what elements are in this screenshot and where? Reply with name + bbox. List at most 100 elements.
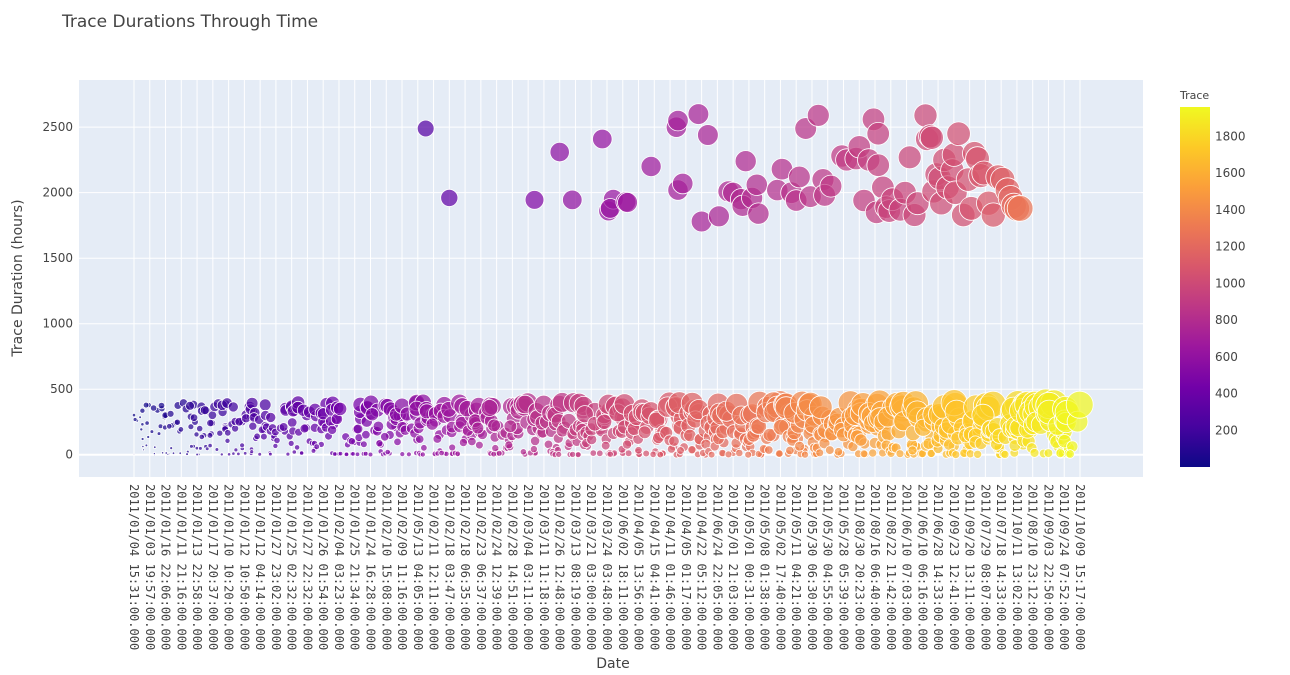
- data-point: [833, 447, 844, 457]
- data-point: [198, 446, 203, 451]
- data-point: [866, 153, 890, 177]
- data-point: [622, 439, 633, 450]
- x-tick-label: 2011/06/10 06:16:00.000: [915, 484, 929, 650]
- data-point: [617, 192, 638, 213]
- data-point: [592, 128, 613, 150]
- y-tick-label: 2500: [42, 120, 73, 134]
- x-tick-label: 2011/04/05 01:17:00.000: [679, 484, 693, 650]
- data-point: [177, 426, 185, 433]
- x-tick-label: 2011/01/16 22:06:00.000: [159, 484, 173, 650]
- data-point: [589, 449, 597, 457]
- data-point: [697, 124, 719, 146]
- y-axis-title: Trace Duration (hours): [10, 199, 26, 357]
- data-point: [293, 444, 301, 451]
- data-point: [149, 429, 155, 434]
- data-point: [362, 450, 369, 457]
- x-tick-label: 2011/07/18 14:33:00.000: [994, 484, 1008, 650]
- data-point: [146, 435, 151, 439]
- colorbar-tick-label: 1000: [1215, 276, 1246, 290]
- data-point: [198, 433, 205, 440]
- x-tick-label: 2011/04/11 01:46:00.000: [663, 484, 677, 650]
- data-point: [416, 119, 435, 138]
- data-point: [649, 450, 657, 458]
- x-tick-label: 2011/03/04 03:11:00.000: [521, 484, 535, 650]
- data-point: [637, 425, 652, 440]
- data-point: [206, 432, 214, 439]
- data-point: [248, 421, 258, 431]
- data-point: [801, 450, 810, 459]
- x-tick-label: 2011/01/17 20:37:00.000: [206, 484, 220, 650]
- data-point: [897, 145, 922, 170]
- data-point: [150, 404, 158, 412]
- data-point: [854, 433, 868, 447]
- y-tick-labels: 0 500 1000 1500 2000 2500: [42, 120, 73, 462]
- x-tick-label: 2011/02/24 12:39:00.000: [490, 484, 504, 650]
- x-tick-label: 2011/02/11 12:11:00.000: [427, 484, 441, 650]
- data-point: [808, 395, 833, 420]
- data-point: [164, 451, 168, 455]
- data-point: [360, 440, 368, 449]
- data-point: [224, 437, 231, 444]
- data-point: [140, 437, 145, 441]
- x-tick-label: 2011/09/20 13:11:00.000: [963, 484, 977, 650]
- x-tick-label: 2011/01/03 19:57:00.000: [143, 484, 157, 650]
- data-point: [187, 423, 195, 431]
- data-point: [405, 451, 412, 458]
- data-point: [785, 445, 795, 456]
- colorbar-tick-label: 200: [1215, 423, 1238, 437]
- data-point: [973, 449, 983, 459]
- data-point: [258, 398, 272, 412]
- data-point: [189, 413, 199, 422]
- x-tick-label: 2011/04/15 04:41:00.000: [647, 484, 661, 650]
- data-point: [467, 436, 477, 447]
- x-tick-label: 2011/05/01 00:31:00.000: [742, 484, 756, 650]
- x-tick-label: 2011/02/23 06:37:00.000: [474, 484, 488, 650]
- data-point: [219, 452, 224, 457]
- data-point: [298, 450, 305, 456]
- data-point: [291, 449, 297, 455]
- data-point: [775, 449, 784, 458]
- data-point: [236, 451, 241, 457]
- data-point: [142, 448, 146, 452]
- colorbar-tick-label: 1800: [1215, 129, 1246, 143]
- data-point: [907, 445, 918, 456]
- data-point: [224, 429, 232, 437]
- data-point: [260, 432, 268, 441]
- x-tick-label: 2011/01/12 10:50:00.000: [237, 484, 251, 650]
- data-point: [375, 439, 384, 448]
- x-tick-label: 2011/09/03 22:50:00.000: [1041, 484, 1055, 650]
- x-tick-label: 2011/02/04 03:23:00.000: [332, 484, 346, 650]
- data-point: [420, 444, 428, 452]
- data-point: [708, 205, 730, 228]
- x-tick-label: 2011/06/24 22:05:00.000: [710, 484, 724, 650]
- x-tick-label: 2011/05/11 04:21:00.000: [789, 484, 803, 650]
- data-point: [156, 431, 162, 436]
- x-tick-label: 2011/01/10 10:20:00.000: [222, 484, 236, 650]
- data-point: [415, 434, 425, 444]
- x-axis-title: Date: [596, 656, 629, 672]
- data-point: [1000, 449, 1010, 459]
- x-tick-label: 2011/10/11 13:02:00.000: [1010, 484, 1024, 650]
- data-point: [214, 447, 220, 452]
- data-point: [634, 446, 643, 455]
- data-point: [141, 444, 145, 449]
- x-tick-label: 2011/01/26 01:54:00.000: [316, 484, 330, 650]
- data-point: [216, 429, 224, 437]
- y-tick-label: 500: [50, 382, 73, 396]
- data-point: [735, 448, 744, 458]
- data-point: [946, 121, 971, 146]
- data-point: [310, 448, 317, 454]
- data-point: [327, 424, 338, 435]
- data-point: [668, 435, 680, 447]
- data-point: [575, 405, 594, 424]
- data-point: [207, 442, 213, 449]
- data-point: [367, 451, 374, 458]
- data-point: [562, 189, 583, 211]
- data-point: [574, 451, 582, 459]
- colorbar-tick-label: 600: [1215, 350, 1238, 364]
- x-tick-label: 2011/02/09 11:16:00.000: [395, 484, 409, 650]
- data-point: [806, 104, 830, 127]
- x-tick-label: 2011/03/11 11:18:00.000: [537, 484, 551, 650]
- data-point: [239, 442, 246, 449]
- data-point: [642, 449, 650, 458]
